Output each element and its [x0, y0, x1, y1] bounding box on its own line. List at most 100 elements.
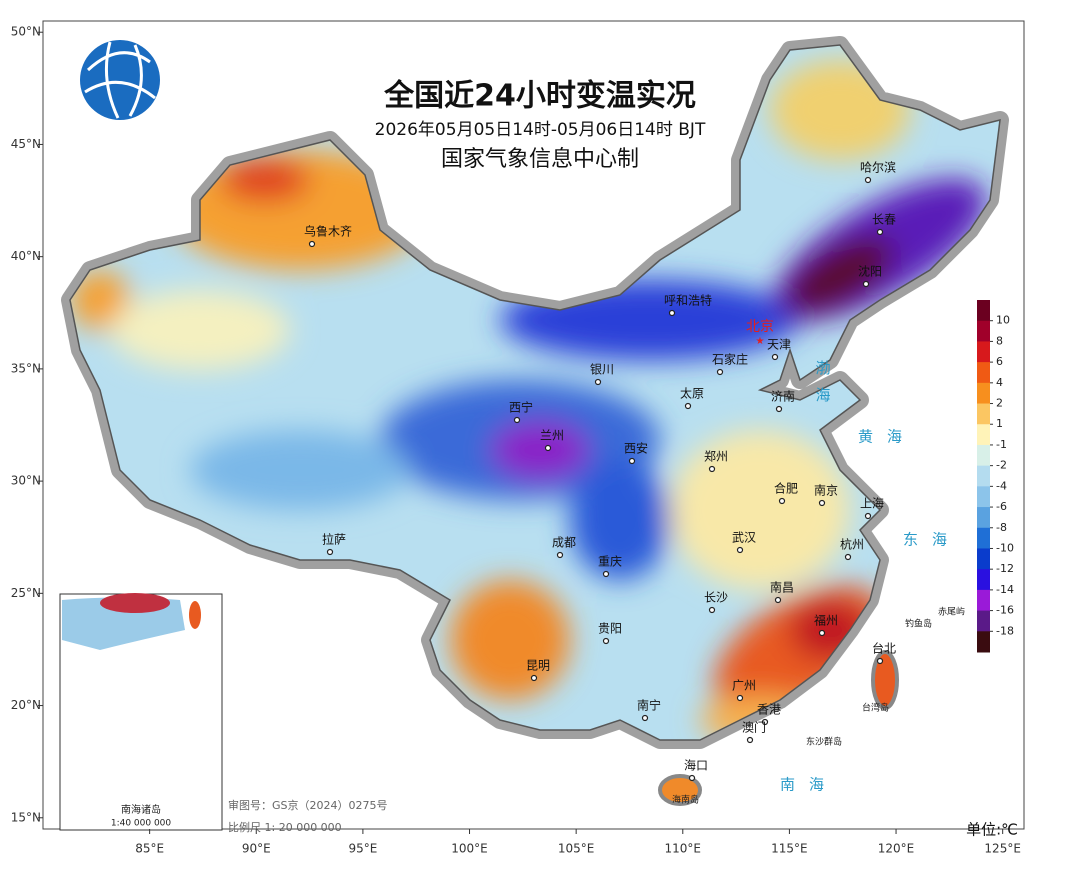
- legend-label: -1: [996, 438, 1007, 451]
- city-marker: [862, 280, 870, 288]
- legend-swatch: [977, 362, 990, 384]
- city-label: 太原: [680, 386, 704, 401]
- x-tick-label: 115°E: [771, 842, 808, 856]
- legend-swatch: [977, 548, 990, 570]
- x-tick-label: 100°E: [451, 842, 488, 856]
- city-marker: [864, 176, 872, 184]
- y-tick-label: 30°N: [11, 474, 41, 488]
- city-label: 成都: [552, 536, 576, 550]
- city-label: 澳门: [742, 720, 766, 735]
- city-marker: [778, 497, 786, 505]
- hainan: [658, 774, 702, 806]
- city-marker: [684, 402, 692, 410]
- legend-label: -10: [996, 541, 1014, 554]
- legend-label: -14: [996, 583, 1014, 596]
- city-marker: [736, 694, 744, 702]
- scale: 比例尺 1: 20 000 000: [228, 820, 342, 834]
- city-label: 兰州: [540, 429, 564, 443]
- city-marker: [602, 570, 610, 578]
- city-marker: [844, 553, 852, 561]
- city-marker: [761, 718, 769, 726]
- city-label: 呼和浩特: [664, 293, 712, 308]
- legend-label: -18: [996, 624, 1014, 637]
- legend-swatch: [977, 610, 990, 632]
- legend-label: -8: [996, 521, 1007, 534]
- y-tick-label: 25°N: [11, 586, 41, 600]
- city-label: 广州: [732, 679, 756, 693]
- y-tick-label: 45°N: [11, 137, 41, 151]
- legend-label: 8: [996, 334, 1003, 347]
- city-label: 沈阳: [858, 264, 882, 279]
- city-label: 重庆: [598, 555, 622, 569]
- city-marker: [771, 353, 779, 361]
- inset-title: 南海诸岛: [121, 803, 161, 816]
- taiwan: [871, 650, 899, 710]
- legend-label: 10: [996, 314, 1010, 327]
- legend-swatch: [977, 341, 990, 363]
- legend-label: 1: [996, 417, 1003, 430]
- approval-number: 审图号：GS京（2024）0275号: [228, 798, 388, 812]
- city-label: 银川: [590, 363, 614, 377]
- x-tick-label: 120°E: [878, 842, 915, 856]
- city-marker: [774, 596, 782, 604]
- city-marker: [876, 228, 884, 236]
- sea-label: 黄海: [858, 428, 916, 446]
- city-marker: [641, 714, 649, 722]
- city-marker: [876, 657, 884, 665]
- city-marker: [513, 416, 521, 424]
- legend-swatch: [977, 631, 990, 653]
- city-label: 济南: [771, 389, 795, 404]
- city-marker: [628, 457, 636, 465]
- legend-label: -12: [996, 562, 1014, 575]
- island-label: 海南岛: [672, 794, 699, 806]
- legend-label: -4: [996, 479, 1007, 492]
- x-tick-label: 105°E: [558, 842, 595, 856]
- y-tick-label: 50°N: [11, 25, 41, 39]
- legend-swatch: [977, 444, 990, 467]
- city-label: 乌鲁木齐: [304, 224, 352, 239]
- sea-label: 渤海: [814, 360, 832, 414]
- city-label: 西宁: [509, 400, 533, 415]
- x-tick-label: 110°E: [665, 842, 702, 856]
- city-marker: [708, 606, 716, 614]
- island-label: 东沙群岛: [806, 736, 842, 748]
- legend-swatch: [977, 507, 990, 529]
- x-tick-label: 85°E: [135, 842, 164, 856]
- legend-swatch: [977, 320, 990, 342]
- legend-swatch: [977, 382, 990, 405]
- legend-swatch: [977, 569, 990, 591]
- city-marker: [544, 444, 552, 452]
- city-label: 长沙: [704, 591, 728, 605]
- city-marker: [864, 512, 872, 520]
- x-tick-label: 95°E: [348, 842, 377, 856]
- city-marker: [775, 405, 783, 413]
- legend-label: -16: [996, 604, 1014, 617]
- city-label: 石家庄: [712, 352, 748, 367]
- unit: 单位:℃: [966, 821, 1018, 839]
- city-label: 福州: [814, 613, 838, 628]
- legend-swatch: [977, 465, 990, 487]
- x-tick-label: 90°E: [242, 842, 271, 856]
- city-marker: [736, 546, 744, 554]
- city-label: 南京: [814, 483, 838, 498]
- subtitle: 2026年05月05日14时-05月06日14时 BJT: [375, 120, 706, 140]
- capital-label: 北京: [746, 319, 774, 335]
- city-label: 合肥: [774, 481, 798, 496]
- city-label: 台北: [872, 641, 896, 656]
- issuer: 国家气象信息中心制: [441, 147, 639, 172]
- city-marker: [594, 378, 602, 386]
- legend-swatch: [977, 300, 990, 322]
- city-label: 南宁: [637, 698, 661, 713]
- legend-label: 2: [996, 397, 1003, 410]
- city-marker: [818, 499, 826, 507]
- sea-label: 南海: [780, 776, 838, 794]
- capital-marker: ★: [756, 336, 765, 347]
- legend-label: 6: [996, 355, 1003, 368]
- inset-scale: 1:40 000 000: [111, 819, 172, 829]
- y-tick-label: 35°N: [11, 361, 41, 375]
- city-marker: [308, 240, 316, 248]
- x-tick-label: 125°E: [984, 842, 1021, 856]
- city-label: 上海: [860, 496, 884, 511]
- city-marker: [818, 629, 826, 637]
- city-label: 天津: [767, 338, 791, 352]
